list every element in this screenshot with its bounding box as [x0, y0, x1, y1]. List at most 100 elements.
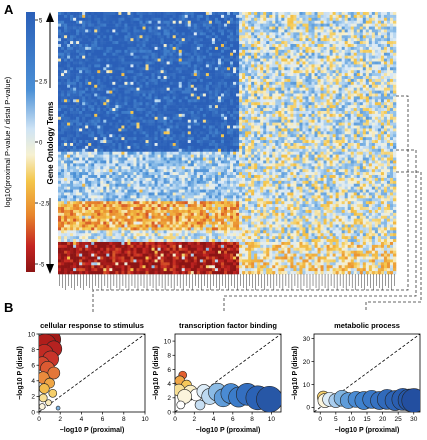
heatmap-cell — [163, 17, 167, 22]
heatmap-cell — [64, 12, 68, 16]
heatmap-cell — [115, 125, 119, 129]
heatmap-cell — [233, 14, 237, 19]
heatmap-cell — [272, 102, 276, 106]
heatmap-cell — [172, 46, 176, 51]
heatmap-cell — [103, 32, 107, 36]
heatmap-cell — [332, 87, 336, 91]
heatmap-cell — [290, 73, 294, 77]
heatmap-cell — [91, 70, 95, 74]
heatmap-cell — [163, 46, 167, 51]
heatmap-cell — [344, 122, 349, 126]
heatmap-cell — [94, 14, 98, 19]
heatmap-cell — [115, 81, 119, 86]
heatmap-cell — [106, 122, 110, 126]
heatmap-cell — [239, 46, 243, 51]
heatmap-cell — [320, 78, 324, 83]
heatmap-cell — [272, 44, 276, 48]
heatmap-cell — [169, 105, 173, 109]
heatmap-cell — [335, 46, 339, 51]
heatmap-cell — [347, 46, 352, 51]
heatmap-cell — [223, 90, 228, 94]
heatmap-cell — [160, 102, 164, 106]
heatmap-cell — [236, 93, 240, 97]
heatmap-cell — [233, 32, 237, 36]
heatmap-cell — [160, 93, 164, 97]
heatmap-cell — [356, 122, 361, 126]
heatmap-cell — [145, 93, 149, 97]
heatmap-cell — [353, 38, 358, 42]
heatmap-cell — [293, 96, 297, 100]
heatmap-cell — [187, 64, 192, 68]
heatmap-cell — [94, 108, 98, 112]
heatmap-cell — [163, 119, 167, 123]
heatmap-cell — [190, 137, 195, 141]
heatmap-cell — [187, 52, 192, 56]
heatmap-cell — [112, 87, 116, 91]
heatmap-cell — [341, 87, 345, 91]
heatmap-cell — [317, 29, 321, 33]
heatmap-cell — [148, 99, 152, 103]
heatmap-cell — [317, 64, 321, 68]
heatmap-cell — [64, 38, 68, 42]
heatmap-cell — [308, 64, 312, 68]
heatmap-cell — [368, 122, 373, 126]
heatmap-cell — [97, 119, 101, 123]
heatmap-cell — [356, 14, 361, 19]
heatmap-cell — [266, 99, 270, 103]
heatmap-cell — [245, 102, 249, 106]
heatmap-cell — [263, 102, 267, 106]
heatmap-cell — [109, 76, 113, 80]
heatmap-cell — [61, 140, 65, 144]
heatmap-cell — [233, 84, 237, 88]
heatmap-cell — [220, 12, 225, 16]
heatmap-cell — [172, 12, 176, 16]
heatmap-cell — [320, 44, 324, 48]
heatmap-cell — [175, 61, 180, 65]
heatmap-cell — [112, 52, 116, 56]
heatmap-cell — [290, 99, 294, 103]
heatmap-cell — [73, 61, 77, 65]
heatmap-cell — [386, 55, 391, 59]
heatmap-cell — [260, 70, 264, 74]
heatmap-cell — [109, 96, 113, 100]
heatmap-cell — [220, 23, 225, 27]
heatmap-cell — [178, 81, 183, 86]
heatmap-cell — [121, 84, 125, 88]
heatmap-cell — [196, 55, 201, 59]
heatmap-cell — [308, 116, 312, 121]
heatmap-cell — [97, 113, 101, 118]
heatmap-cell — [166, 14, 170, 19]
heatmap-cell — [236, 70, 240, 74]
heatmap-cell — [356, 20, 361, 24]
heatmap-cell — [341, 122, 345, 126]
colorbar: 52.50-2.5-5 log10(proximal P-value / dis… — [3, 12, 50, 272]
heatmap-cell — [284, 76, 288, 80]
heatmap-cell — [371, 38, 376, 42]
heatmap-cell — [311, 35, 315, 39]
heatmap-cell — [359, 110, 364, 115]
heatmap-cell — [380, 26, 385, 30]
heatmap-cell — [181, 67, 186, 71]
heatmap-cell — [356, 119, 361, 123]
heatmap-cell — [136, 70, 140, 74]
heatmap-cell — [181, 35, 186, 39]
heatmap-cell — [227, 35, 231, 39]
heatmap-cell — [145, 58, 149, 62]
heatmap-cell — [79, 29, 83, 33]
heatmap-cell — [193, 26, 198, 30]
heatmap-cell — [130, 44, 134, 48]
heatmap-cell — [227, 96, 231, 100]
heatmap-cell — [82, 55, 86, 59]
heatmap-cell — [263, 32, 267, 36]
heatmap-cell — [323, 134, 327, 138]
heatmap-cell — [302, 61, 306, 65]
heatmap-cell — [214, 55, 219, 59]
heatmap-cell — [208, 12, 213, 16]
heatmap-cell — [290, 58, 294, 62]
heatmap-cell — [299, 113, 303, 118]
heatmap-cell — [368, 116, 373, 121]
heatmap-cell — [79, 46, 83, 51]
heatmap-cell — [97, 29, 101, 33]
heatmap-cell — [169, 87, 173, 91]
heatmap-cell — [130, 102, 134, 106]
